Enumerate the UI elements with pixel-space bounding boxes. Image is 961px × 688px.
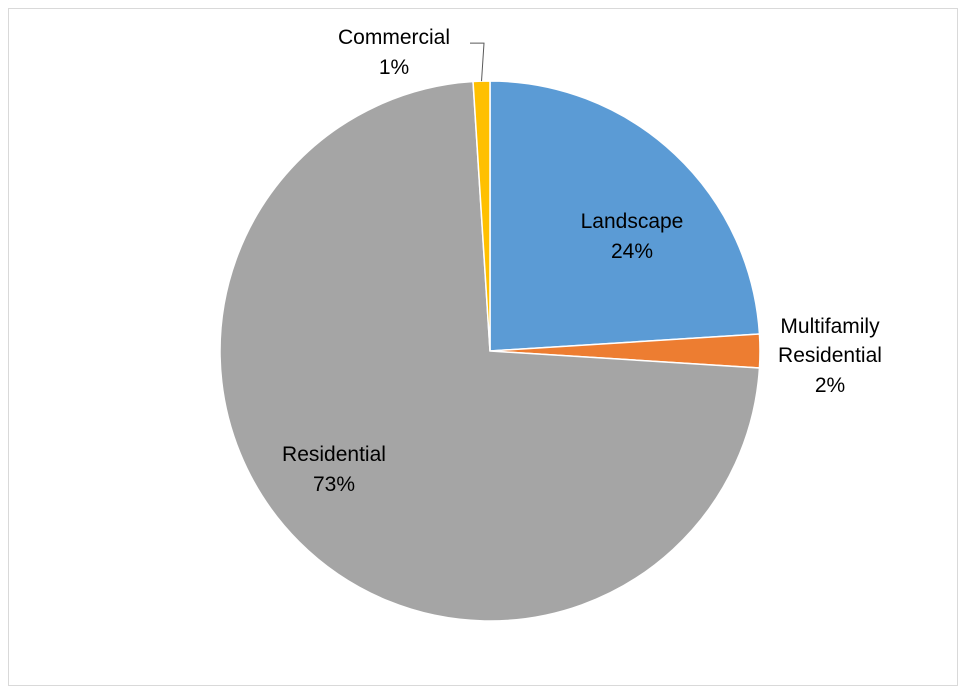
slice-label-residential: Residential 73% (282, 443, 386, 496)
slice-label-residential-percent: 73% (313, 473, 355, 496)
slice-label-multifamily-name-line2: Residential (778, 344, 882, 367)
pie-slice-landscape (489, 80, 761, 352)
slice-label-residential-name: Residential (282, 443, 386, 466)
slice-label-landscape-name: Landscape (581, 210, 684, 233)
pie-slices (219, 80, 761, 622)
slice-label-landscape-percent: 24% (611, 240, 653, 263)
slice-label-landscape: Landscape 24% (581, 210, 684, 263)
slice-label-multifamily-percent: 2% (815, 374, 845, 397)
pie-slice-commercial (472, 80, 491, 352)
pie-slice-residential (219, 80, 761, 622)
leader-lines (470, 42, 485, 82)
slice-label-multifamily-name-line1: Multifamily (780, 315, 880, 338)
leader-line-commercial (470, 42, 485, 82)
slice-label-commercial-name: Commercial (338, 26, 450, 49)
slice-label-commercial-percent: 1% (379, 56, 409, 79)
slice-label-commercial: Commercial 1% (338, 26, 450, 79)
slice-label-multifamily-residential: Multifamily Residential 2% (778, 315, 882, 397)
